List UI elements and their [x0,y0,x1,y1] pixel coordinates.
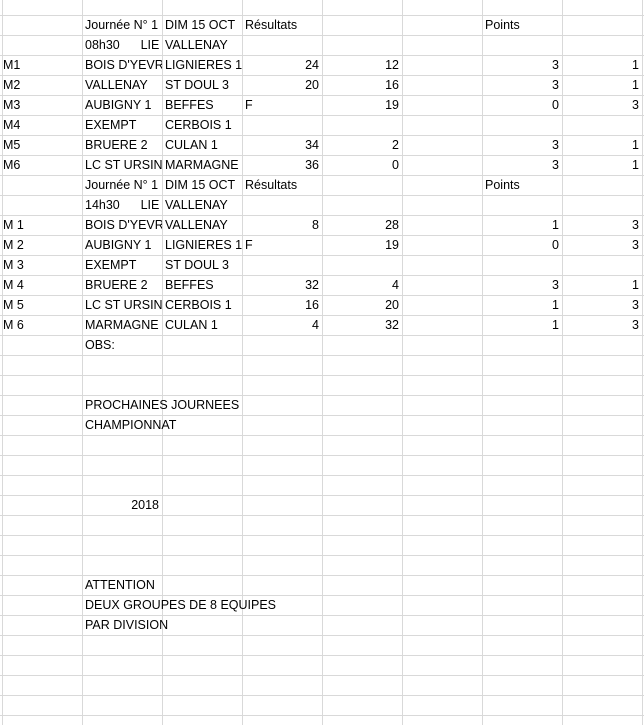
cell[interactable]: CULAN 1 [165,138,218,152]
cell[interactable]: 8 [312,218,319,232]
cell[interactable]: 0 [392,158,399,172]
cell[interactable]: 16 [385,78,399,92]
cell[interactable]: ST DOUL 3 [165,78,229,92]
cell[interactable]: 32 [385,318,399,332]
cell[interactable]: M 4 [3,278,24,292]
cell[interactable]: LIGNIERES 1 [165,58,242,72]
cell[interactable]: BEFFES [165,278,214,292]
cell[interactable]: 20 [385,298,399,312]
cell[interactable]: M1 [3,58,21,72]
cell[interactable]: M4 [3,118,21,132]
cell[interactable]: 16 [305,298,319,312]
cell[interactable]: 1 [632,278,639,292]
cell[interactable]: 14h30 LIE [85,198,160,212]
cell[interactable]: 32 [305,278,319,292]
cell[interactable]: OBS: [85,338,115,352]
cell[interactable]: CERBOIS 1 [165,118,232,132]
cell[interactable]: 3 [552,158,559,172]
cell[interactable]: Résultats [245,178,298,192]
cell[interactable]: AUBIGNY 1 [85,98,152,112]
cell[interactable]: 3 [632,298,639,312]
cell[interactable]: VALLENAY [165,198,228,212]
cell[interactable]: 08h30 LIE [85,38,160,52]
cell[interactable]: Points [485,18,520,32]
cell[interactable]: M5 [3,138,21,152]
cell[interactable]: 3 [552,78,559,92]
cell[interactable]: 1 [552,318,559,332]
cell[interactable]: M 3 [3,258,24,272]
cell[interactable]: Journée N° 1 [85,18,159,32]
cell[interactable]: DEUX GROUPES DE 8 EQUIPES [85,598,277,612]
cell[interactable]: MARMAGNE [165,158,239,172]
cell[interactable]: PAR DIVISION [85,618,169,632]
cell[interactable]: M 1 [3,218,24,232]
cell[interactable]: MARMAGNE [85,318,159,332]
cell[interactable]: 3 [552,138,559,152]
cell[interactable]: BOIS D'YEVRI [85,58,162,72]
cell[interactable]: F [245,98,253,112]
cell[interactable]: M 5 [3,298,24,312]
cell[interactable]: 2018 [131,498,159,512]
cell[interactable]: 12 [385,58,399,72]
cell[interactable]: 1 [632,138,639,152]
cell[interactable]: 36 [305,158,319,172]
cell[interactable]: 20 [305,78,319,92]
cell[interactable]: BOIS D'YEVRI [85,218,162,232]
cell[interactable]: 34 [305,138,319,152]
cell[interactable]: M3 [3,98,21,112]
cell[interactable]: 1 [632,58,639,72]
cell[interactable]: 4 [392,278,399,292]
cell[interactable]: ATTENTION [85,578,155,592]
cell[interactable]: CHAMPIONNAT [85,418,177,432]
cell[interactable]: F [245,238,253,252]
cell[interactable]: VALLENAY [165,38,228,52]
cell[interactable]: CERBOIS 1 [165,298,232,312]
cell[interactable]: VALLENAY [85,78,148,92]
cell[interactable]: LC ST URSIN [85,158,162,172]
cell[interactable]: LIGNIERES 1 [165,238,242,252]
cell[interactable]: M 6 [3,318,24,332]
cell[interactable]: CULAN 1 [165,318,218,332]
cell[interactable]: 0 [552,98,559,112]
cell[interactable]: 3 [552,278,559,292]
cell[interactable]: M2 [3,78,21,92]
cell[interactable]: ST DOUL 3 [165,258,229,272]
cell[interactable]: 1 [552,298,559,312]
cell[interactable]: EXEMPT [85,118,137,132]
cell[interactable]: 3 [552,58,559,72]
cell[interactable]: Points [485,178,520,192]
cell[interactable]: 0 [552,238,559,252]
cell[interactable]: 19 [385,98,399,112]
cell[interactable]: BRUERE 2 [85,278,148,292]
cell[interactable]: 19 [385,238,399,252]
cell[interactable]: 2 [392,138,399,152]
cell[interactable]: DIM 15 OCT [165,18,236,32]
cell[interactable]: 28 [385,218,399,232]
cell[interactable]: Journée N° 1 [85,178,159,192]
cell[interactable]: 3 [632,318,639,332]
cell[interactable]: 3 [632,98,639,112]
cell[interactable]: PROCHAINES JOURNEES [85,398,240,412]
cell[interactable]: EXEMPT [85,258,137,272]
cell[interactable]: M6 [3,158,21,172]
cell[interactable]: Résultats [245,18,298,32]
cell[interactable]: 24 [305,58,319,72]
cell[interactable]: VALLENAY [165,218,228,232]
cell[interactable]: 4 [312,318,319,332]
cell[interactable]: BEFFES [165,98,214,112]
cell[interactable]: 3 [632,238,639,252]
cell[interactable]: 1 [632,158,639,172]
cell[interactable]: LC ST URSIN [85,298,162,312]
cell[interactable]: M 2 [3,238,24,252]
cell[interactable]: DIM 15 OCT [165,178,236,192]
cell[interactable]: AUBIGNY 1 [85,238,152,252]
cell[interactable]: 1 [632,78,639,92]
cell[interactable]: 1 [552,218,559,232]
cell[interactable]: 3 [632,218,639,232]
cell[interactable]: BRUERE 2 [85,138,148,152]
